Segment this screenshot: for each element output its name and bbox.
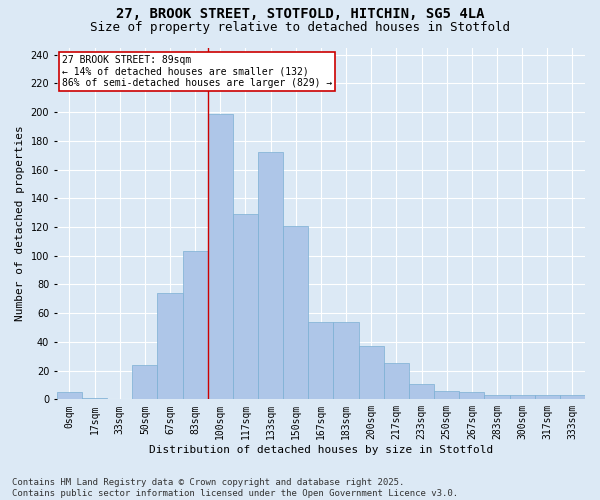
Bar <box>384 364 409 400</box>
Bar <box>560 395 585 400</box>
Y-axis label: Number of detached properties: Number of detached properties <box>15 126 25 322</box>
Bar <box>359 346 384 400</box>
Bar <box>334 322 359 400</box>
Bar <box>283 226 308 400</box>
Bar <box>509 395 535 400</box>
Bar <box>182 252 208 400</box>
Text: 27 BROOK STREET: 89sqm
← 14% of detached houses are smaller (132)
86% of semi-de: 27 BROOK STREET: 89sqm ← 14% of detached… <box>62 54 332 88</box>
Bar <box>434 390 459 400</box>
Bar <box>57 392 82 400</box>
Bar <box>535 395 560 400</box>
Bar <box>82 398 107 400</box>
Text: 27, BROOK STREET, STOTFOLD, HITCHIN, SG5 4LA: 27, BROOK STREET, STOTFOLD, HITCHIN, SG5… <box>116 8 484 22</box>
Text: Contains HM Land Registry data © Crown copyright and database right 2025.
Contai: Contains HM Land Registry data © Crown c… <box>12 478 458 498</box>
Bar <box>459 392 484 400</box>
Bar <box>484 395 509 400</box>
Bar <box>208 114 233 400</box>
Bar <box>132 365 157 400</box>
Bar <box>233 214 258 400</box>
Bar <box>409 384 434 400</box>
X-axis label: Distribution of detached houses by size in Stotfold: Distribution of detached houses by size … <box>149 445 493 455</box>
Text: Size of property relative to detached houses in Stotfold: Size of property relative to detached ho… <box>90 21 510 34</box>
Bar <box>258 152 283 400</box>
Bar <box>157 293 182 400</box>
Bar <box>308 322 334 400</box>
